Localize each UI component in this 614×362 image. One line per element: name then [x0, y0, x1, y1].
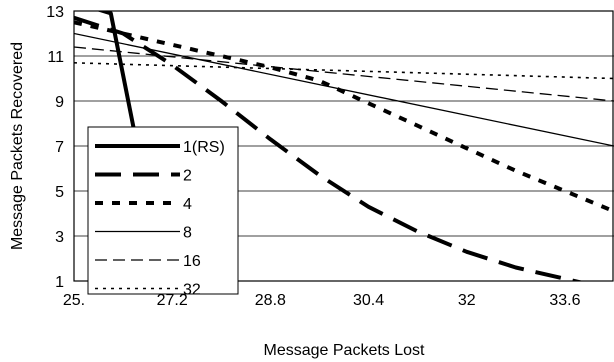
- series-lines: [74, 11, 614, 281]
- legend-label: 1(RS): [183, 139, 225, 156]
- x-tick-label: 33.6: [549, 292, 580, 309]
- plot-area-border: [73, 10, 614, 282]
- x-tick-label: 30.4: [353, 292, 384, 309]
- y-axis-label: Message Packets Recovered: [9, 42, 26, 250]
- x-tick-labels: 25. 27.2 28.8 30.4 32 33.6: [63, 292, 581, 309]
- legend: 1(RS) 2 4 8 16 32: [87, 126, 239, 299]
- y-tick-label: 1: [55, 274, 64, 291]
- legend-label: 2: [183, 168, 192, 185]
- y-tick-label: 9: [55, 94, 64, 111]
- y-tick-label: 5: [55, 184, 64, 201]
- x-tick-label: 28.8: [255, 292, 286, 309]
- y-tick-label: 13: [46, 4, 64, 21]
- x-tick-label: 27.2: [157, 292, 188, 309]
- series-line-32: [74, 62, 614, 80]
- legend-label: 32: [183, 282, 201, 299]
- series-line-8: [74, 32, 614, 147]
- legend-label: 8: [183, 225, 192, 242]
- y-tick-label: 11: [47, 49, 64, 66]
- series-line-1rs: [96, 11, 138, 138]
- y-tick-label: 3: [55, 229, 64, 246]
- x-tick-label: 25.: [63, 292, 85, 309]
- legend-label: 16: [183, 253, 201, 270]
- series-line-2: [74, 15, 584, 281]
- legend-label: 4: [183, 196, 192, 213]
- x-axis-label: Message Packets Lost: [264, 342, 426, 359]
- series-line-4: [74, 20, 614, 214]
- legend-box: [87, 126, 239, 295]
- x-tick-label: 32: [458, 292, 476, 309]
- y-tick-label: 7: [55, 139, 64, 156]
- series-line-16: [74, 46, 614, 102]
